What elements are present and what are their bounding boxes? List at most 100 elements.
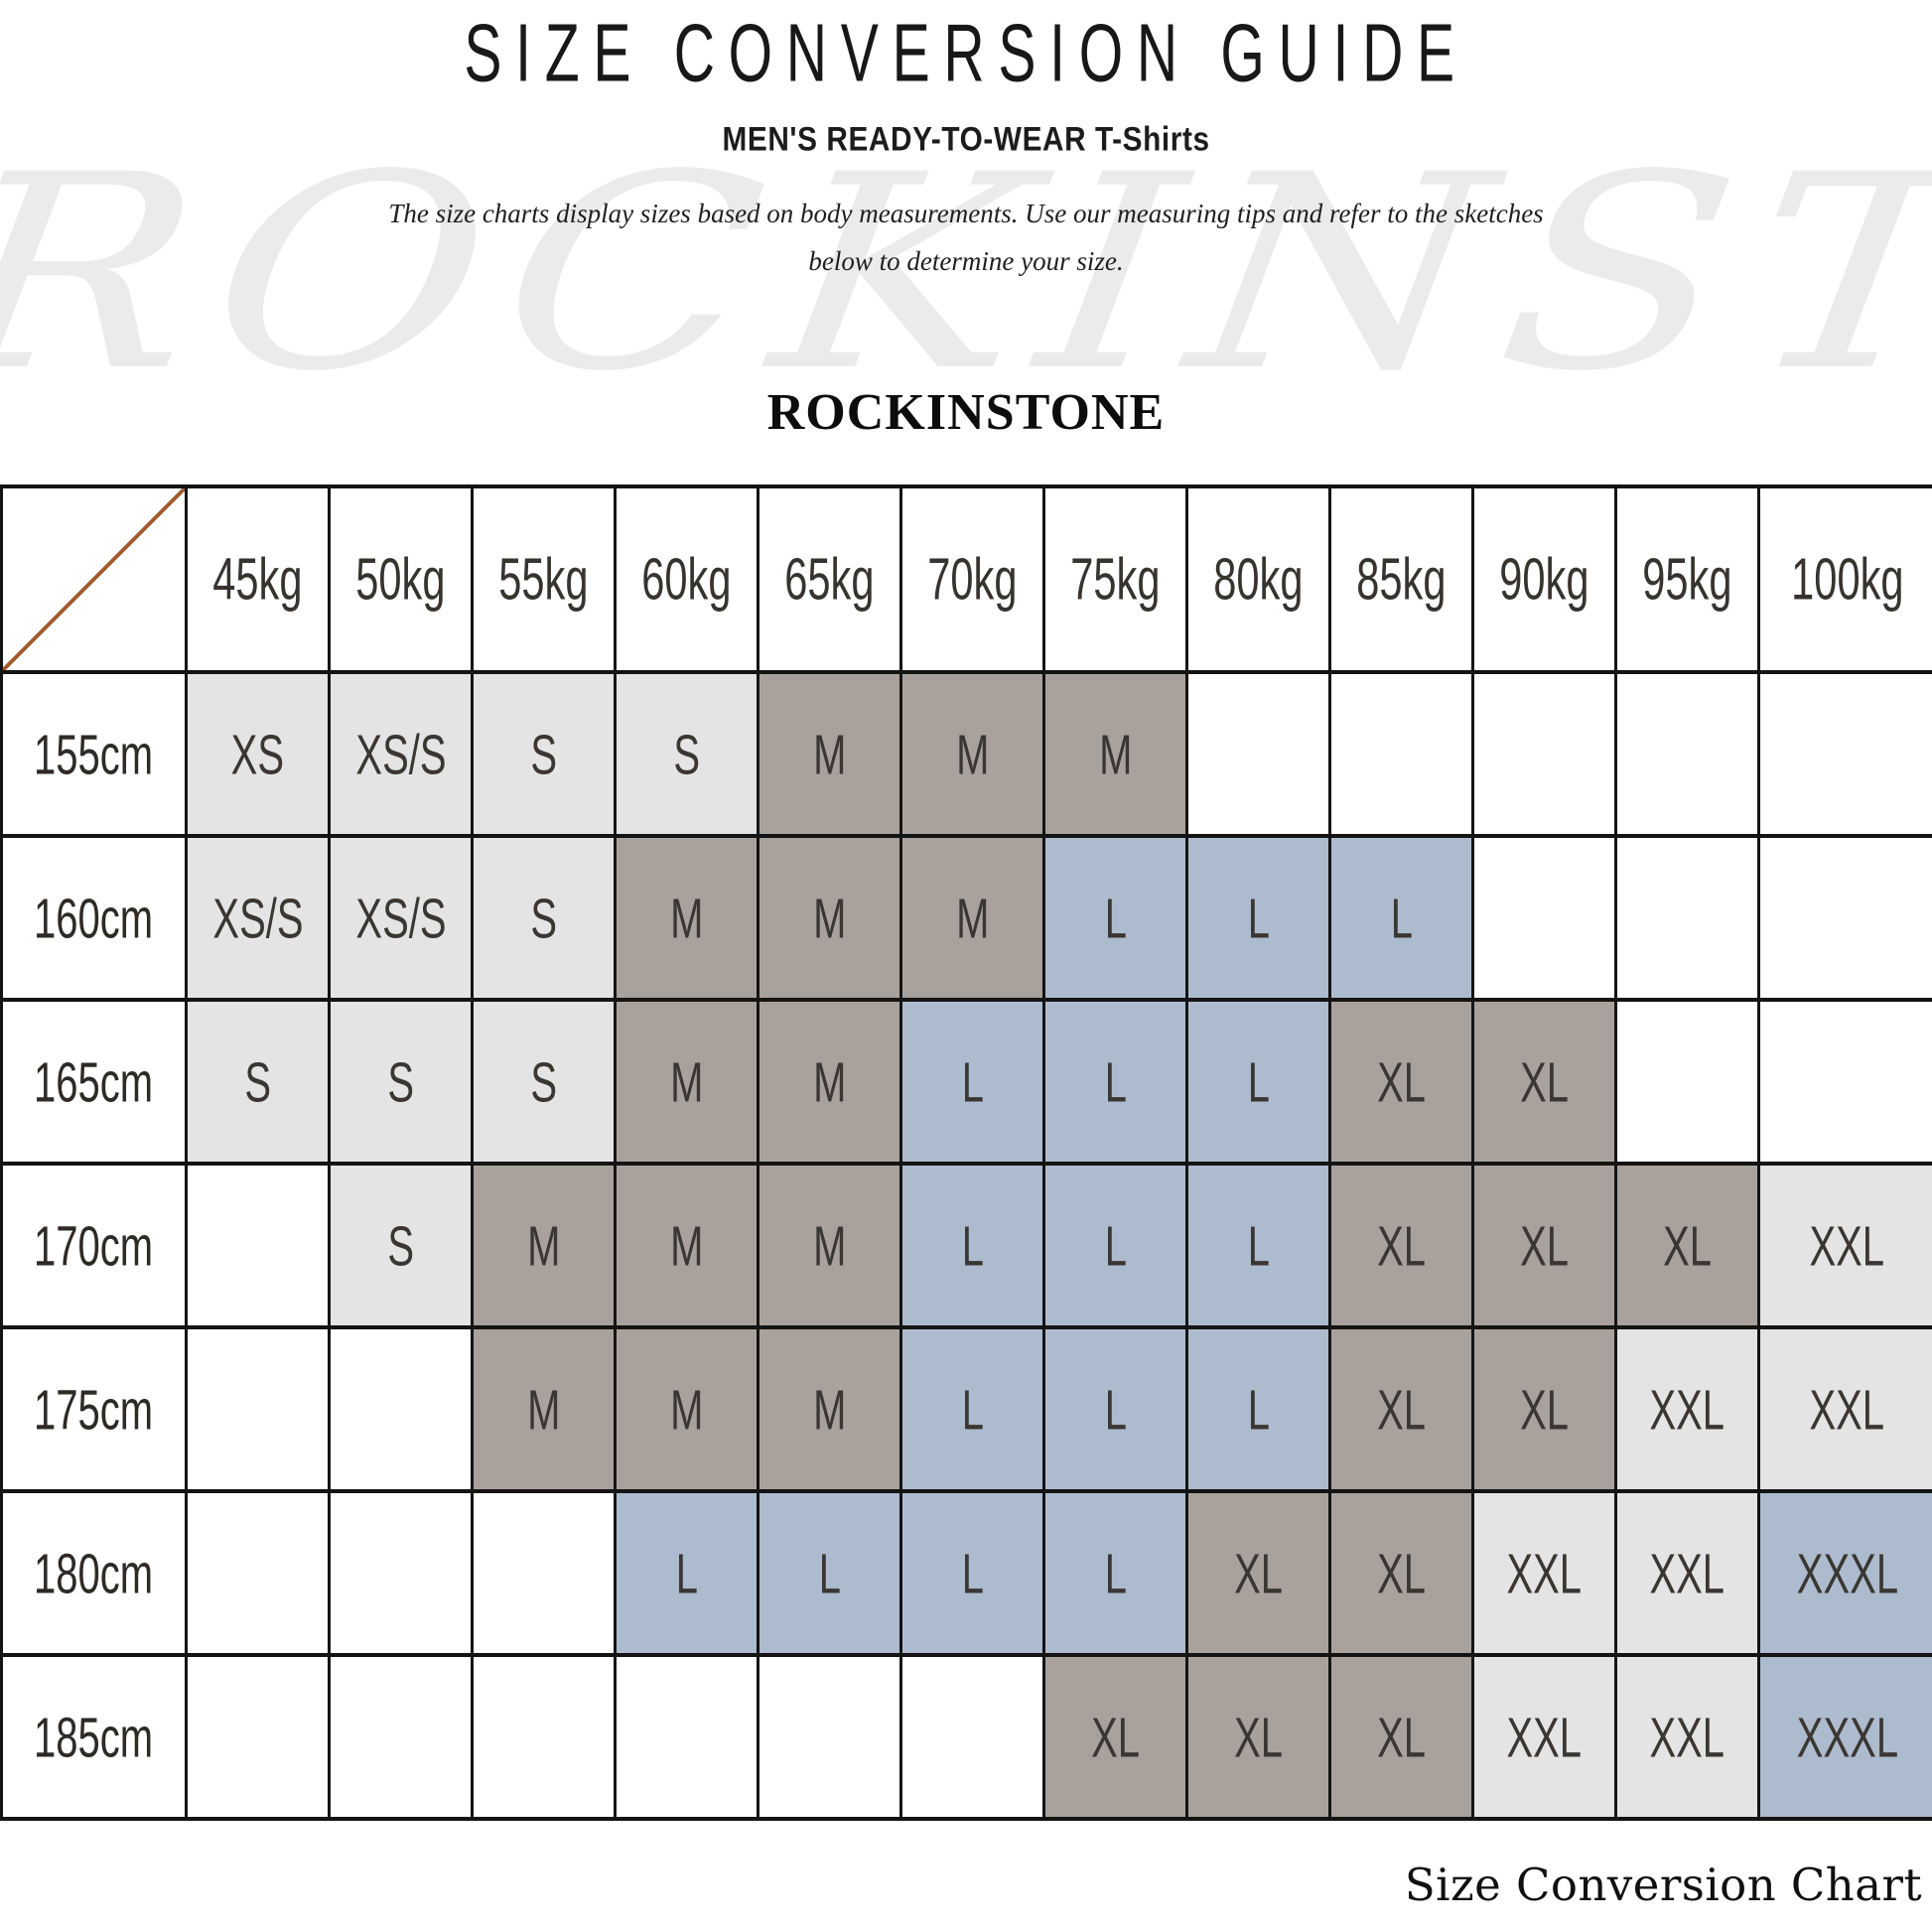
- size-cell-label: L: [961, 1377, 984, 1442]
- weight-header-label: 90kg: [1499, 546, 1589, 613]
- size-cell-label: M: [669, 886, 704, 950]
- size-cell-label: L: [961, 1213, 984, 1278]
- table-row: 165cm S S S M M L L L XL XL: [0, 998, 1932, 1166]
- size-cell: M: [614, 1325, 759, 1493]
- size-cell-label: XL: [1234, 1705, 1283, 1769]
- size-cell-label: L: [818, 1541, 841, 1605]
- size-cell: L: [1042, 1325, 1188, 1493]
- size-cell-label: XXXL: [1796, 1541, 1898, 1605]
- size-cell: XXL: [1757, 1325, 1932, 1493]
- size-cell: XS/S: [185, 834, 331, 1002]
- weight-header-label: 50kg: [355, 546, 446, 613]
- size-cell: L: [899, 1489, 1045, 1657]
- brand-name: ROCKINSTONE: [766, 384, 1166, 441]
- size-cell: L: [1328, 834, 1474, 1002]
- size-cell: [185, 1325, 331, 1493]
- size-cell: XXL: [1614, 1653, 1760, 1821]
- size-cell-label: XL: [1377, 1541, 1426, 1605]
- weight-header: 80kg: [1185, 484, 1331, 674]
- size-cell: XL: [1471, 1162, 1617, 1329]
- page-subtitle-text: MEN'S READY-TO-WEAR T-Shirts: [722, 119, 1210, 158]
- size-cell: L: [1185, 1162, 1331, 1329]
- size-cell-label: M: [669, 1377, 704, 1442]
- size-cell-label: XXL: [1649, 1705, 1725, 1769]
- size-cell: S: [471, 834, 617, 1002]
- size-cell: M: [471, 1325, 617, 1493]
- size-cell-label: L: [961, 1049, 984, 1114]
- weight-header: 60kg: [614, 484, 759, 674]
- size-cell-label: M: [669, 1049, 704, 1114]
- size-cell-label: M: [812, 1049, 847, 1114]
- size-cell: L: [757, 1489, 902, 1657]
- size-cell: XS: [185, 670, 331, 838]
- size-cell: M: [471, 1162, 617, 1329]
- size-cell: L: [899, 1325, 1045, 1493]
- weight-header: 70kg: [899, 484, 1045, 674]
- size-cell: XXL: [1614, 1325, 1760, 1493]
- size-cell-label: M: [812, 886, 847, 950]
- size-cell-label: XXL: [1506, 1705, 1583, 1769]
- size-cell-label: XL: [1520, 1049, 1569, 1114]
- weight-header: 65kg: [757, 484, 902, 674]
- size-cell: [328, 1653, 474, 1821]
- size-cell: M: [614, 834, 759, 1002]
- size-cell-label: XL: [1091, 1705, 1140, 1769]
- size-cell: L: [614, 1489, 759, 1657]
- size-cell: L: [1042, 1489, 1188, 1657]
- size-cell-label: XL: [1234, 1541, 1283, 1605]
- size-cell: [471, 1489, 617, 1657]
- size-cell: S: [328, 998, 474, 1166]
- size-cell-label: L: [1247, 1377, 1270, 1442]
- weight-header: 55kg: [471, 484, 617, 674]
- size-cell-label: XL: [1377, 1049, 1426, 1114]
- size-cell-label: XXL: [1649, 1377, 1725, 1442]
- table-row: 180cm L L L L XL XL XXL XXL XXXL: [0, 1489, 1932, 1657]
- size-cell: XXXL: [1757, 1653, 1932, 1821]
- size-cell: M: [757, 670, 902, 838]
- size-cell: [471, 1653, 617, 1821]
- size-cell: L: [1185, 1325, 1331, 1493]
- height-header-label: 185cm: [34, 1705, 154, 1769]
- size-cell: [1471, 834, 1617, 1002]
- size-cell: XL: [1185, 1653, 1331, 1821]
- size-cell-label: M: [812, 1213, 847, 1278]
- size-cell-label: M: [955, 886, 990, 950]
- height-header-label: 155cm: [34, 722, 154, 786]
- page-subtitle: MEN'S READY-TO-WEAR T-Shirts: [0, 119, 1932, 158]
- size-cell-label: S: [387, 1213, 414, 1278]
- size-cell: [1757, 998, 1932, 1166]
- size-cell: XL: [1471, 998, 1617, 1166]
- size-cell-label: L: [1247, 886, 1270, 950]
- size-cell-label: XL: [1520, 1213, 1569, 1278]
- size-cell: M: [614, 998, 759, 1166]
- size-cell: XL: [1471, 1325, 1617, 1493]
- height-header: 155cm: [0, 670, 188, 838]
- weight-header-label: 85kg: [1356, 546, 1447, 613]
- size-cell-label: L: [1247, 1049, 1270, 1114]
- size-cell-label: XXL: [1649, 1541, 1725, 1605]
- size-cell: [185, 1162, 331, 1329]
- size-cell-label: S: [673, 722, 700, 786]
- size-cell-label: L: [1104, 1049, 1127, 1114]
- table-row: 175cm M M M L L L XL XL XXL XXL: [0, 1325, 1932, 1493]
- size-cell: M: [757, 998, 902, 1166]
- size-cell-label: M: [526, 1213, 561, 1278]
- weight-header-label: 65kg: [784, 546, 875, 613]
- size-cell-label: M: [812, 1377, 847, 1442]
- table-row: 155cm XS XS/S S S M M M: [0, 670, 1932, 838]
- size-cell-label: L: [1247, 1213, 1270, 1278]
- size-cell: [1757, 670, 1932, 838]
- size-cell-label: XL: [1377, 1377, 1426, 1442]
- size-cell-label: S: [244, 1049, 271, 1114]
- weight-header: 45kg: [185, 484, 331, 674]
- size-cell: S: [614, 670, 759, 838]
- page-title: SIZE CONVERSION GUIDE: [0, 6, 1932, 99]
- height-header: 160cm: [0, 834, 188, 1002]
- weight-header-label: 95kg: [1642, 546, 1732, 613]
- size-cell: S: [328, 1162, 474, 1329]
- size-cell-label: L: [961, 1541, 984, 1605]
- page-title-text: SIZE CONVERSION GUIDE: [464, 7, 1468, 99]
- size-cell-label: XS/S: [211, 886, 304, 950]
- height-header: 165cm: [0, 998, 188, 1166]
- size-cell: L: [899, 998, 1045, 1166]
